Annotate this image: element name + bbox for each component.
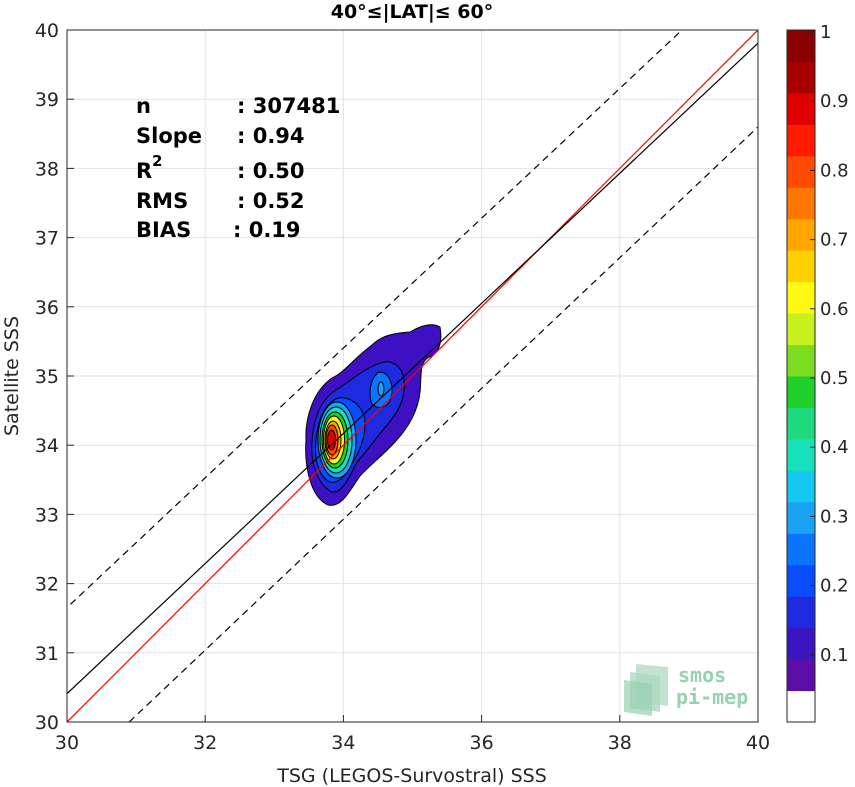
colorbar-segment [787,501,815,534]
line-upper [70,30,683,605]
colorbar-tick-label: 1 [820,22,831,43]
contour-level-0.25 [377,381,385,397]
colorbar-tick-label: 0.4 [820,437,849,458]
reference-lines [67,30,758,722]
logo-line-2: pi-mep [676,685,748,709]
colorbar-segment [787,438,815,471]
colorbar-segment [787,281,815,314]
colorbar [787,30,815,723]
line-1:1 [67,30,758,722]
colorbar-ticks: 0.1 0.2 0.3 0.4 0.5 0.6 0.7 0.8 0.9 1 [810,22,849,666]
colorbar-frame [786,29,816,723]
colorbar-segment [787,533,815,566]
y-axis-label: Satellite SSS [1,316,23,436]
y-axis-ticks: 30 31 32 33 34 35 36 37 38 39 40 [35,20,74,734]
colorbar-segment [787,627,815,660]
line-lower [128,126,758,722]
colorbar-segment [787,344,815,377]
colorbar-segment [787,124,815,157]
colorbar-segment [787,690,815,723]
x-tick-label: 40 [746,732,770,754]
y-tick-label: 37 [35,228,59,250]
x-axis-label: TSG (LEGOS-Survostral) SSS [276,765,547,787]
colorbar-segment [787,250,815,283]
colorbar-segment [787,376,815,408]
line-fit [67,42,758,695]
stat-slope-label: Slope [136,124,202,148]
colorbar-segment [787,155,815,188]
y-tick-label: 35 [35,366,59,388]
colorbar-segment [787,61,815,94]
stat-r2-value: : 0.50 [237,159,305,183]
y-tick-label: 36 [35,297,59,319]
stat-r2-label: R [136,159,152,183]
colorbar-tick-label: 0.7 [820,230,849,251]
stat-rms-value: : 0.52 [237,189,305,213]
y-tick-label: 30 [35,712,59,734]
stat-n-value: : 307481 [237,94,340,118]
colorbar-segment [787,30,815,62]
x-tick-label: 30 [55,732,79,754]
y-tick-label: 38 [35,158,59,180]
colorbar-segment [787,92,815,125]
colorbar-segment [787,564,815,597]
y-tick-label: 40 [35,20,59,42]
grid [66,29,759,723]
y-tick-label: 33 [35,504,59,526]
colorbar-tick-label: 0.8 [820,160,849,181]
colorbar-tick-label: 0.2 [820,576,849,597]
colorbar-segment [787,407,815,440]
colorbar-segment [787,313,815,346]
stat-bias-value: : 0.19 [233,218,301,242]
colorbar-tick-label: 0.5 [820,368,849,389]
colorbar-segment [787,470,815,503]
colorbar-segment [787,596,815,629]
stat-bias-label: BIAS [136,218,191,242]
colorbar-tick-label: 0.6 [820,299,849,320]
y-tick-label: 34 [35,435,59,457]
x-tick-label: 34 [331,732,355,754]
colorbar-segment [787,218,815,251]
y-tick-label: 31 [35,643,59,665]
x-axis-ticks: 30 32 34 36 38 40 [55,715,770,754]
stat-r2-sup: 2 [152,152,162,170]
x-tick-label: 38 [608,732,632,754]
logo-icon [624,664,668,716]
x-tick-label: 32 [193,732,217,754]
stat-rms-label: RMS [136,189,188,213]
statistics-box: n : 307481 Slope : 0.94 R 2 : 0.50 RMS :… [136,94,340,242]
colorbar-tick-label: 0.9 [820,91,849,112]
x-tick-label: 36 [470,732,494,754]
colorbar-tick-label: 0.3 [820,506,849,527]
stat-n-label: n [136,94,151,118]
chart-title: 40°≤|LAT|≤ 60° [331,1,494,23]
contour-level-0.90 [327,429,336,451]
colorbar-tick-label: 0.1 [820,645,849,666]
colorbar-segment [787,659,815,692]
logo-line-1: smos [678,663,726,687]
y-tick-label: 32 [35,574,59,596]
y-tick-label: 39 [35,89,59,111]
colorbar-segment [787,187,815,220]
stat-slope-value: : 0.94 [237,124,305,148]
smos-pi-mep-logo: smos pi-mep [624,663,748,716]
